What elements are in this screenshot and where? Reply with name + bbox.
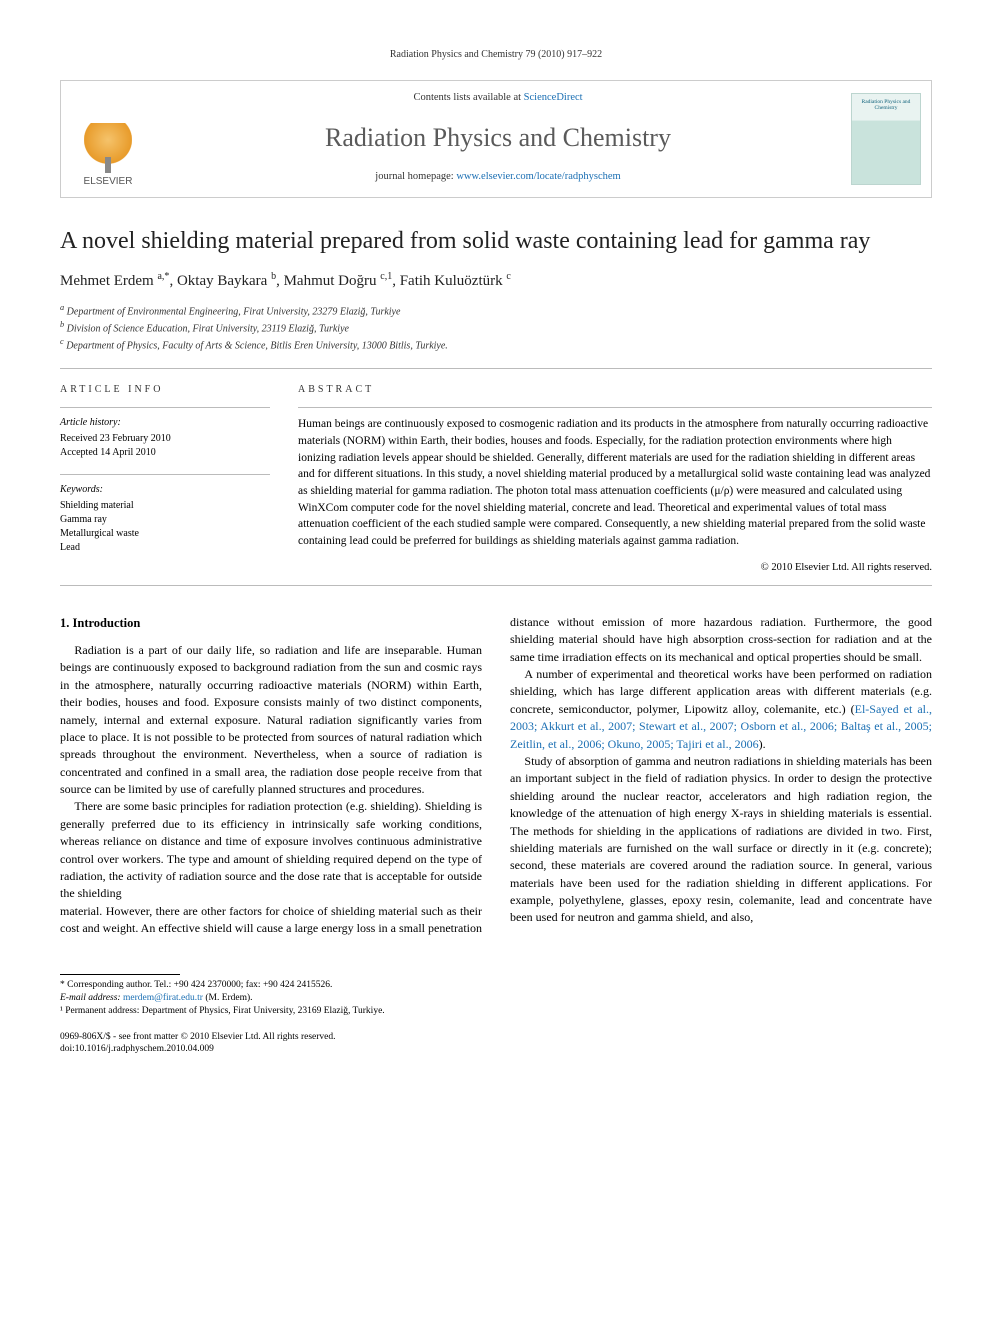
article-info-heading: article info	[60, 383, 270, 397]
elsevier-tree-icon	[84, 123, 132, 171]
permanent-address-note: ¹ Permanent address: Department of Physi…	[60, 1005, 444, 1018]
abstract-copyright: © 2010 Elsevier Ltd. All rights reserved…	[298, 560, 932, 575]
info-abstract-row: article info Article history: Received 2…	[60, 369, 932, 585]
body-paragraph: Radiation is a part of our daily life, s…	[60, 642, 482, 799]
publisher-name: ELSEVIER	[84, 175, 133, 189]
publisher-logo-cell: ELSEVIER	[61, 81, 155, 197]
issn-line: 0969-806X/$ - see front matter © 2010 El…	[60, 1031, 932, 1044]
body-paragraph: There are some basic principles for radi…	[60, 798, 482, 902]
email-line: E-mail address: merdem@firat.edu.tr (M. …	[60, 992, 444, 1005]
article-title: A novel shielding material prepared from…	[60, 226, 932, 256]
author-list: Mehmet Erdem a,*, Oktay Baykara b, Mahmu…	[60, 270, 932, 292]
author-email-link[interactable]: merdem@firat.edu.tr	[123, 993, 203, 1003]
homepage-prefix: journal homepage:	[375, 171, 456, 182]
history-label: Article history:	[60, 416, 270, 430]
journal-masthead: ELSEVIER Contents lists available at Sci…	[60, 80, 932, 198]
corresponding-author-note: * Corresponding author. Tel.: +90 424 23…	[60, 979, 444, 992]
body-text: ).	[759, 737, 766, 751]
journal-name: Radiation Physics and Chemistry	[167, 120, 829, 156]
divider	[60, 474, 270, 475]
body-paragraph: A number of experimental and theoretical…	[510, 666, 932, 753]
abstract-text: Human beings are continuously exposed to…	[298, 416, 932, 549]
keyword: Lead	[60, 541, 270, 555]
homepage-line: journal homepage: www.elsevier.com/locat…	[167, 170, 829, 185]
body-text-columns: 1. Introduction Radiation is a part of o…	[60, 614, 932, 938]
footnote-block: * Corresponding author. Tel.: +90 424 23…	[60, 974, 444, 1019]
received-date: Received 23 February 2010	[60, 432, 270, 446]
keyword: Metallurgical waste	[60, 527, 270, 541]
doi-line: doi:10.1016/j.radphyschem.2010.04.009	[60, 1043, 932, 1056]
doi-block: 0969-806X/$ - see front matter © 2010 El…	[60, 1031, 932, 1057]
body-paragraph: Study of absorption of gamma and neutron…	[510, 753, 932, 927]
divider	[60, 585, 932, 586]
divider	[298, 407, 932, 408]
sciencedirect-link[interactable]: ScienceDirect	[524, 92, 583, 103]
masthead-center: Contents lists available at ScienceDirec…	[155, 81, 841, 197]
affiliation-a: a Department of Environmental Engineerin…	[60, 302, 932, 319]
abstract-column: abstract Human beings are continuously e…	[298, 383, 932, 575]
section-heading: 1. Introduction	[60, 614, 482, 632]
abstract-heading: abstract	[298, 383, 932, 398]
email-person: (M. Erdem).	[205, 993, 252, 1003]
journal-homepage-link[interactable]: www.elsevier.com/locate/radphyschem	[456, 171, 620, 182]
keyword: Shielding material	[60, 499, 270, 513]
affiliation-b: b Division of Science Education, Firat U…	[60, 319, 932, 336]
contents-prefix: Contents lists available at	[413, 92, 523, 103]
footnote-rule	[60, 974, 180, 975]
journal-cover-thumbnail: Radiation Physics and Chemistry	[851, 93, 921, 185]
affiliation-c: c Department of Physics, Faculty of Arts…	[60, 336, 932, 353]
divider	[60, 407, 270, 408]
keywords-label: Keywords:	[60, 483, 270, 497]
email-label: E-mail address:	[60, 993, 121, 1003]
cover-cell: Radiation Physics and Chemistry	[841, 81, 931, 197]
accepted-date: Accepted 14 April 2010	[60, 446, 270, 460]
article-history-block: Article history: Received 23 February 20…	[60, 416, 270, 460]
keywords-block: Keywords: Shielding material Gamma ray M…	[60, 483, 270, 555]
affiliations: a Department of Environmental Engineerin…	[60, 302, 932, 354]
keyword: Gamma ray	[60, 513, 270, 527]
cover-label: Radiation Physics and Chemistry	[852, 99, 920, 111]
contents-line: Contents lists available at ScienceDirec…	[167, 91, 829, 106]
article-info-column: article info Article history: Received 2…	[60, 383, 270, 575]
running-header: Radiation Physics and Chemistry 79 (2010…	[60, 48, 932, 62]
page-container: Radiation Physics and Chemistry 79 (2010…	[0, 0, 992, 1096]
